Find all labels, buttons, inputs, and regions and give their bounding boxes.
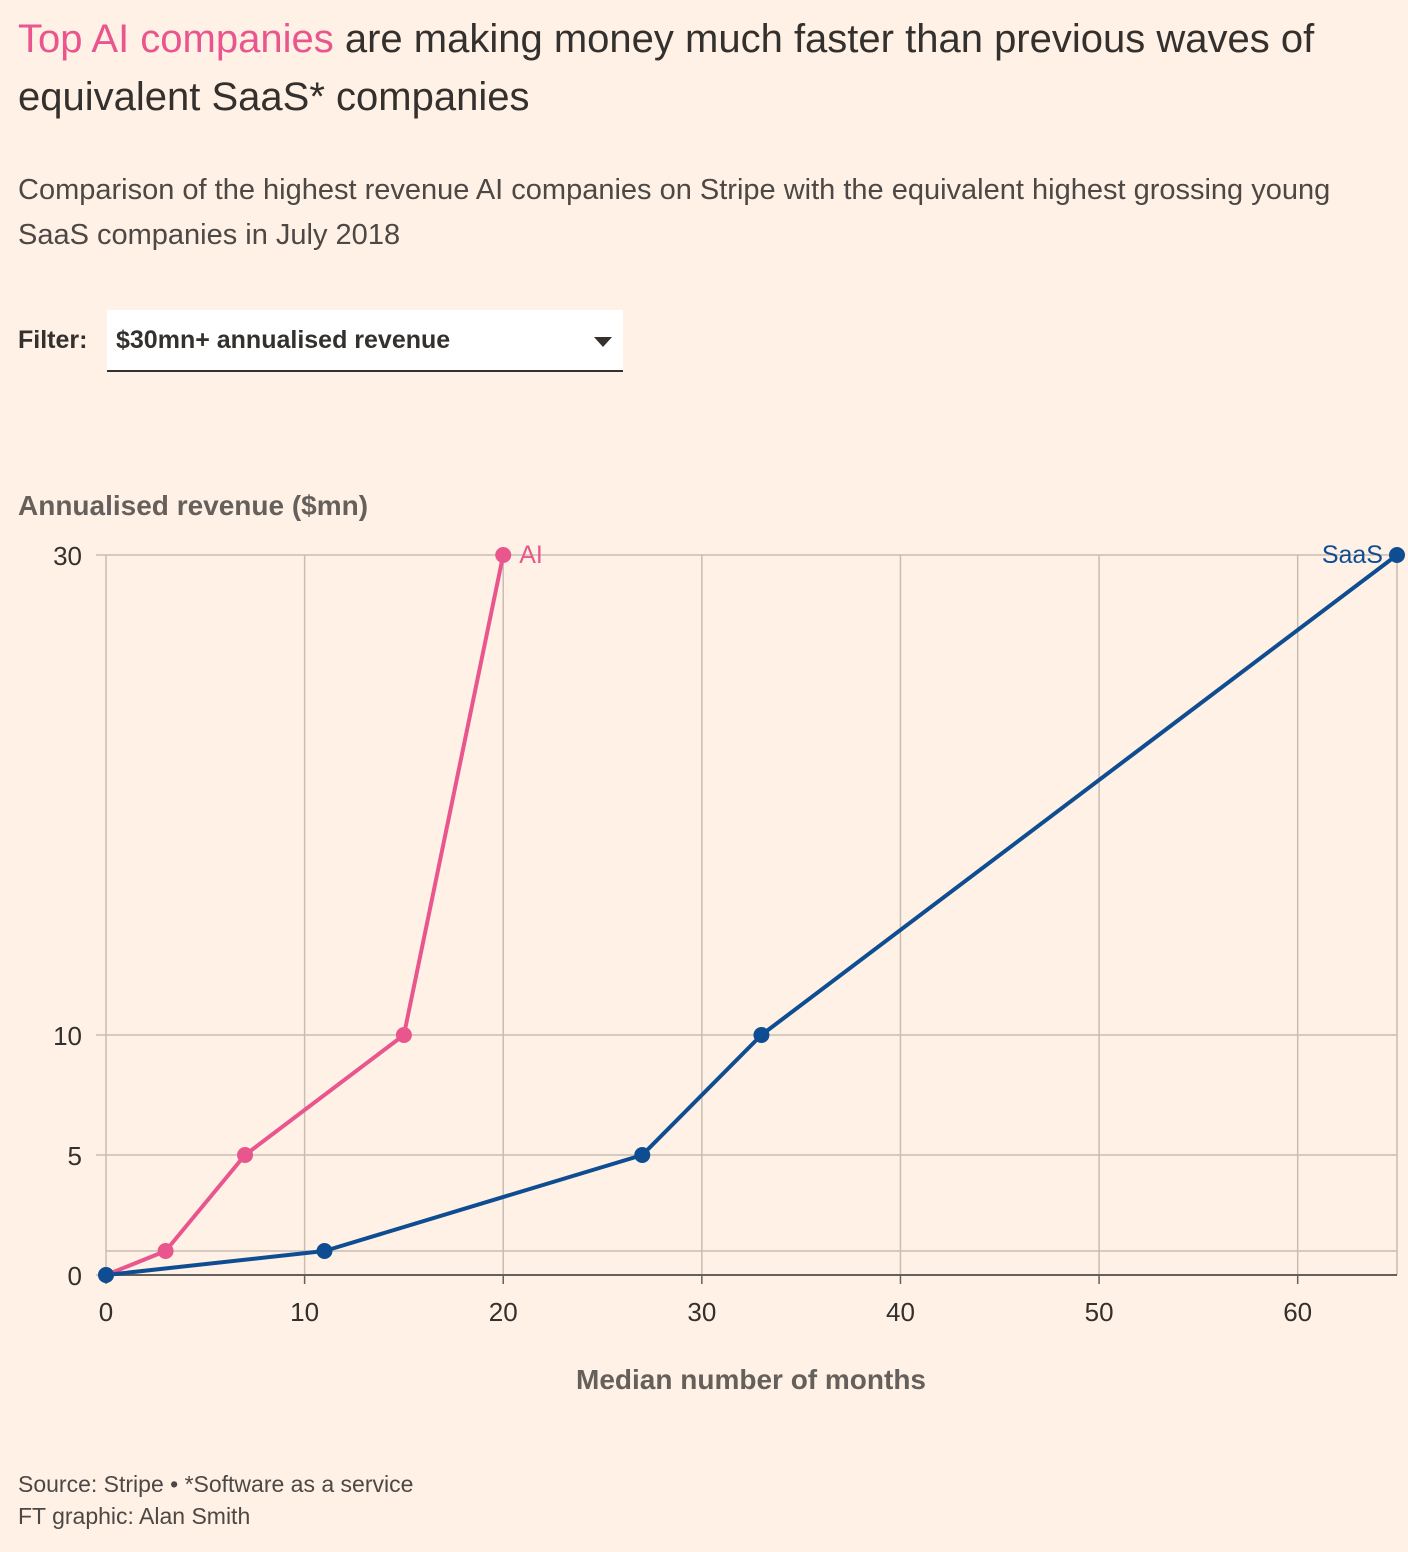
chart-subtitle: Comparison of the highest revenue AI com… [18,174,1331,251]
grid-lines [105,554,1398,1275]
filter-label: Filter: [18,326,88,354]
x-tick-label: 10 [290,1297,319,1327]
y-tick-label: 5 [68,1141,82,1171]
data-point-saas [98,1267,114,1283]
title-highlight: Top AI companies [18,17,334,61]
x-tick-label: 0 [99,1297,113,1327]
data-point-saas [316,1243,333,1259]
data-points [98,547,1405,1283]
data-point-saas [634,1147,651,1163]
data-point-saas [753,1027,770,1043]
series-label-ai: AI [519,541,543,569]
x-tick-label: 20 [489,1297,518,1327]
title-rest: are making money much faster than previo… [18,17,1315,119]
y-tick-label: 30 [53,541,82,571]
source-note: Source: Stripe • *Software as a service … [18,1468,413,1532]
y-axis-label: Annualised revenue ($mn) [18,490,369,521]
data-point-saas [1389,547,1405,563]
series-labels: AI SaaS [519,541,1383,569]
data-point-ai [495,547,512,563]
x-tick-label: 30 [687,1297,716,1327]
x-axis-label: Median number of months [576,1364,926,1395]
data-point-ai [157,1243,174,1259]
filter-dropdown[interactable]: $30mn+ annualised revenue [107,310,623,372]
x-tick-label: 40 [886,1297,915,1327]
chevron-down-icon [594,337,612,347]
filter-selected-value: $30mn+ annualised revenue [116,326,451,354]
x-tick-label: 50 [1085,1297,1114,1327]
chart-title: Top AI companies are making money much f… [18,10,1388,126]
series-line-saas [104,553,1399,1277]
source-line: Source: Stripe • *Software as a service [18,1471,414,1497]
data-point-ai [237,1147,254,1163]
series-lines [104,553,1399,1277]
credit-line: FT graphic: Alan Smith [18,1503,251,1529]
x-tick-label: 60 [1283,1297,1312,1327]
data-point-ai [395,1027,412,1043]
y-tick-label: 10 [53,1021,82,1051]
series-label-saas: SaaS [1322,541,1383,569]
axes: 0 5 10 30 0 10 20 30 40 50 60 [53,541,1397,1327]
y-tick-label: 0 [68,1261,82,1291]
